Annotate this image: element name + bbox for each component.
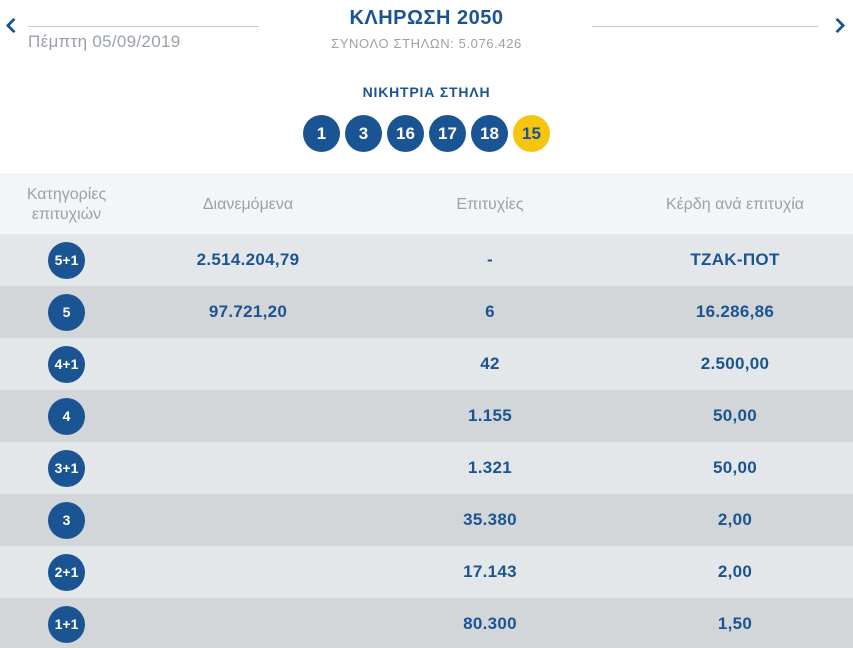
- previous-draw-button[interactable]: [4, 16, 23, 35]
- distributed-cell: 97.721,20: [208, 302, 288, 321]
- wins-cell: 80.300: [463, 614, 517, 633]
- category-badge: 3+1: [48, 449, 85, 487]
- prize-table-row: 4 1.155 50,00: [0, 390, 853, 442]
- category-cell: 4+1: [0, 345, 133, 383]
- header-categories: Κατηγορίες επιτυχιών: [26, 185, 107, 223]
- per-win-cell: ΤΖΑΚ-ΠΟΤ: [690, 250, 780, 269]
- header-distributed: Διανεμόμενα: [202, 195, 294, 213]
- category-badge: 2+1: [48, 553, 85, 591]
- per-win-cell: 1,50: [717, 614, 753, 633]
- category-badge: 4: [48, 397, 85, 435]
- prize-table-row: 3+1 1.321 50,00: [0, 442, 853, 494]
- chevron-right-icon: [829, 17, 846, 34]
- draw-title: ΚΛΗΡΩΣΗ 2050: [349, 7, 504, 29]
- header-wins: Επιτυχίες: [456, 195, 524, 213]
- wins-cell: 17.143: [463, 562, 517, 581]
- next-draw-button[interactable]: [828, 16, 847, 35]
- winning-number-ball: 18: [471, 115, 508, 152]
- prize-table: Κατηγορίες επιτυχιών Διανεμόμενα Επιτυχί…: [0, 174, 853, 648]
- distributed-cell: 2.514.204,79: [196, 250, 300, 269]
- draw-navigation: Πέμπτη 05/09/2019 ΚΛΗΡΩΣΗ 2050 ΣΥΝΟΛΟ ΣΤ…: [0, 0, 853, 64]
- winning-number-ball: 3: [345, 115, 382, 152]
- winning-number-ball: 17: [429, 115, 466, 152]
- category-badge: 3: [48, 501, 85, 539]
- wins-cell: 1.155: [467, 406, 513, 425]
- category-cell: 4: [0, 397, 133, 435]
- prize-table-header: Κατηγορίες επιτυχιών Διανεμόμενα Επιτυχί…: [0, 174, 853, 234]
- category-cell: 2+1: [0, 553, 133, 591]
- wins-cell: 42: [480, 354, 500, 373]
- category-badge: 1+1: [48, 605, 85, 643]
- draw-title-block: ΚΛΗΡΩΣΗ 2050 ΣΥΝΟΛΟ ΣΤΗΛΩΝ: 5.076.426: [331, 7, 522, 51]
- per-win-cell: 50,00: [712, 406, 758, 425]
- category-cell: 5: [0, 293, 133, 331]
- prize-table-row: 4+1 42 2.500,00: [0, 338, 853, 390]
- category-cell: 3+1: [0, 449, 133, 487]
- draw-date-block: Πέμπτη 05/09/2019: [28, 26, 259, 52]
- prize-table-row: 3 35.380 2,00: [0, 494, 853, 546]
- category-badge: 5+1: [48, 241, 85, 279]
- prize-table-row: 5+1 2.514.204,79 - ΤΖΑΚ-ΠΟΤ: [0, 234, 853, 286]
- draw-date-label: Πέμπτη 05/09/2019: [28, 32, 181, 51]
- winning-number-ball: 1: [303, 115, 340, 152]
- right-divider-line: [592, 26, 818, 27]
- per-win-cell: 2.500,00: [700, 354, 770, 373]
- category-cell: 3: [0, 501, 133, 539]
- per-win-cell: 2,00: [717, 562, 753, 581]
- category-badge: 5: [48, 293, 85, 331]
- winning-numbers: 1 3 16 17 18 15: [0, 115, 853, 152]
- wins-cell: 35.380: [463, 510, 517, 529]
- prize-table-body: 5+1 2.514.204,79 - ΤΖΑΚ-ΠΟΤ 5 97.721,20 6 16.28…: [0, 234, 853, 648]
- prize-table-row: 2+1 17.143 2,00: [0, 546, 853, 598]
- category-badge: 4+1: [48, 345, 85, 383]
- prize-table-row: 1+1 80.300 1,50: [0, 598, 853, 648]
- wins-cell: 6: [485, 302, 495, 321]
- per-win-cell: 50,00: [712, 458, 758, 477]
- category-cell: 1+1: [0, 605, 133, 643]
- winning-column-heading: ΝΙΚΗΤΡΙΑ ΣΤΗΛΗ: [362, 84, 491, 100]
- wins-cell: -: [487, 250, 493, 269]
- total-columns-label: ΣΥΝΟΛΟ ΣΤΗΛΩΝ: 5.076.426: [331, 36, 522, 51]
- prize-table-row: 5 97.721,20 6 16.286,86: [0, 286, 853, 338]
- per-win-cell: 2,00: [717, 510, 753, 529]
- winning-number-ball: 16: [387, 115, 424, 152]
- wins-cell: 1.321: [467, 458, 513, 477]
- category-cell: 5+1: [0, 241, 133, 279]
- joker-number-ball: 15: [513, 115, 550, 152]
- chevron-left-icon: [5, 17, 22, 34]
- winning-column-section: ΝΙΚΗΤΡΙΑ ΣΤΗΛΗ 1 3 16 17 18 15: [0, 84, 853, 152]
- per-win-cell: 16.286,86: [695, 302, 775, 321]
- header-per-win: Κέρδη ανά επιτυχία: [665, 195, 805, 213]
